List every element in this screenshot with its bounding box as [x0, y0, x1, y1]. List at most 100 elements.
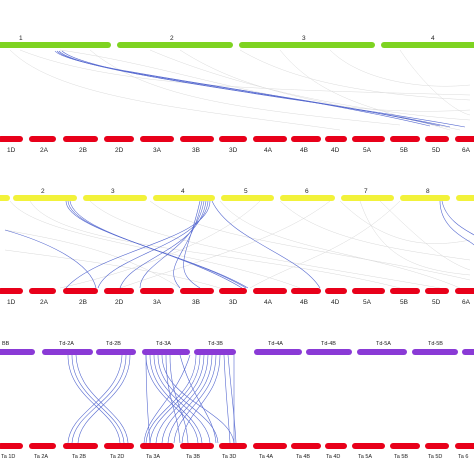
panel2-bottom-label: 5D	[432, 299, 441, 306]
chromosome-bar	[96, 349, 136, 355]
chromosome-bar	[425, 288, 449, 294]
chromosome-bar	[456, 195, 474, 201]
panel2-top-label: 6	[305, 188, 309, 195]
chromosome-bar	[253, 443, 287, 449]
panel1-bottom-label: 5D	[432, 147, 441, 154]
panel2-bottom-label: 3A	[153, 299, 162, 306]
panel2-top-label: 5	[244, 188, 248, 195]
panel3-bottom-label: Ta 3B	[186, 454, 200, 460]
panel2-synteny-links	[4, 200, 474, 289]
chromosome-bar	[194, 349, 236, 355]
panel2-bottom-label: 5A	[363, 299, 372, 306]
chromosome-bar	[455, 443, 474, 449]
panel2-background-links	[4, 200, 471, 289]
chromosome-bar	[455, 288, 474, 294]
chromosome-bar	[140, 136, 174, 142]
chromosome-bar	[0, 349, 35, 355]
panel1-bottom-labels: 1D 2A 2B 2D 3A 3B 3D 4A 4B 4D 5A 5B 5D 6…	[7, 147, 471, 154]
panel1-synteny-links	[54, 50, 466, 128]
panel2-top-label: 4	[181, 188, 185, 195]
chromosome-bar	[63, 136, 98, 142]
panel2-bottom-label: 6A	[462, 299, 471, 306]
panel3-top-label: Td-4B	[321, 341, 336, 347]
panel3-bottom-label: Ta 2D	[110, 454, 124, 460]
panel1-bottom-label: 3D	[229, 147, 238, 154]
chromosome-bar	[291, 136, 321, 142]
chromosome-bar	[180, 136, 214, 142]
chromosome-bar	[239, 42, 375, 48]
chromosome-bar	[104, 443, 134, 449]
panel3-bottom-label: Ta 2A	[34, 454, 48, 460]
chromosome-bar	[83, 195, 147, 201]
panel1-top-chromosomes	[0, 42, 474, 48]
panel3-top-label: Td-5A	[376, 341, 391, 347]
panel1-bottom-label: 2A	[40, 147, 49, 154]
chromosome-bar	[0, 42, 111, 48]
chromosome-bar	[325, 288, 347, 294]
panel3-bottom-chromosomes	[0, 443, 474, 449]
chromosome-bar	[400, 195, 450, 201]
chromosome-bar	[390, 136, 420, 142]
chromosome-bar	[357, 349, 407, 355]
panel3-top-label: Td-5B	[428, 341, 443, 347]
chromosome-bar	[219, 288, 247, 294]
panel2-top-label: 8	[426, 188, 430, 195]
panel3-bottom-label: Ta 5A	[358, 454, 372, 460]
chromosome-bar	[29, 443, 56, 449]
panel2-top-label: 2	[41, 188, 45, 195]
chromosome-bar	[29, 288, 56, 294]
chromosome-bar	[0, 195, 10, 201]
chromosome-bar	[325, 136, 347, 142]
chromosome-bar	[221, 195, 274, 201]
panel1-bottom-label: 3B	[192, 147, 200, 154]
chromosome-bar	[425, 443, 449, 449]
panel3-top-label: Td-3B	[208, 341, 223, 347]
panel2-bottom-chromosomes	[0, 288, 474, 294]
panel3-top-label: Td-2A	[59, 341, 74, 347]
chromosome-bar	[104, 288, 134, 294]
panel3-synteny-links	[67, 354, 237, 444]
chromosome-bar	[13, 195, 77, 201]
panel3-top-label: Td-4A	[268, 341, 283, 347]
panel2-bottom-label: 3B	[192, 299, 200, 306]
chromosome-bar	[412, 349, 458, 355]
panel3-bottom-label: Ta 2B	[72, 454, 86, 460]
panel3-bottom-label: Ta 4A	[259, 454, 273, 460]
panel1-bottom-label: 5A	[363, 147, 372, 154]
panel3-bottom-label: Ta 3A	[146, 454, 160, 460]
panel1-bottom-label: 2B	[79, 147, 87, 154]
chromosome-bar	[180, 443, 214, 449]
chromosome-bar	[0, 136, 23, 142]
panel3-bottom-labels: Ta 1D Ta 2A Ta 2B Ta 2D Ta 3A Ta 3B Ta 3…	[1, 454, 468, 460]
panel1-top-label: 4	[431, 35, 435, 42]
chromosome-bar	[140, 288, 174, 294]
panel3-top-label: BB	[2, 341, 10, 347]
chromosome-bar	[29, 136, 56, 142]
chromosome-bar	[352, 288, 385, 294]
chromosome-bar	[104, 136, 134, 142]
chromosome-bar	[352, 443, 385, 449]
panel3-top-label: Td-2B	[106, 341, 121, 347]
panel1-top-label: 1	[19, 35, 23, 42]
chromosome-bar	[325, 443, 347, 449]
chromosome-bar	[291, 288, 321, 294]
chromosome-bar	[306, 349, 352, 355]
panel2-bottom-label: 2D	[115, 299, 124, 306]
chromosome-bar	[291, 443, 321, 449]
panel1-bottom-label: 4A	[264, 147, 273, 154]
panel1-bottom-label: 5B	[400, 147, 408, 154]
panel2-bottom-label: 1D	[7, 299, 16, 306]
chromosome-bar	[153, 195, 215, 201]
panel-3: BB Td-2A Td-2B Td-3A Td-3B Td-4A Td-4B T…	[0, 341, 474, 460]
panel2-top-label: 3	[111, 188, 115, 195]
panel2-bottom-label: 4A	[264, 299, 273, 306]
panel3-bottom-label: Ta 3D	[222, 454, 236, 460]
chromosome-bar	[280, 195, 335, 201]
panel-1: 1 2 3 4	[0, 35, 474, 154]
panel2-bottom-labels: 1D 2A 2B 2D 3A 3B 3D 4A 4B 4D 5A 5B 5D 6…	[7, 299, 471, 306]
chromosome-bar	[142, 349, 190, 355]
panel1-background-links	[9, 49, 471, 131]
chromosome-bar	[381, 42, 474, 48]
panel2-bottom-label: 2A	[40, 299, 49, 306]
